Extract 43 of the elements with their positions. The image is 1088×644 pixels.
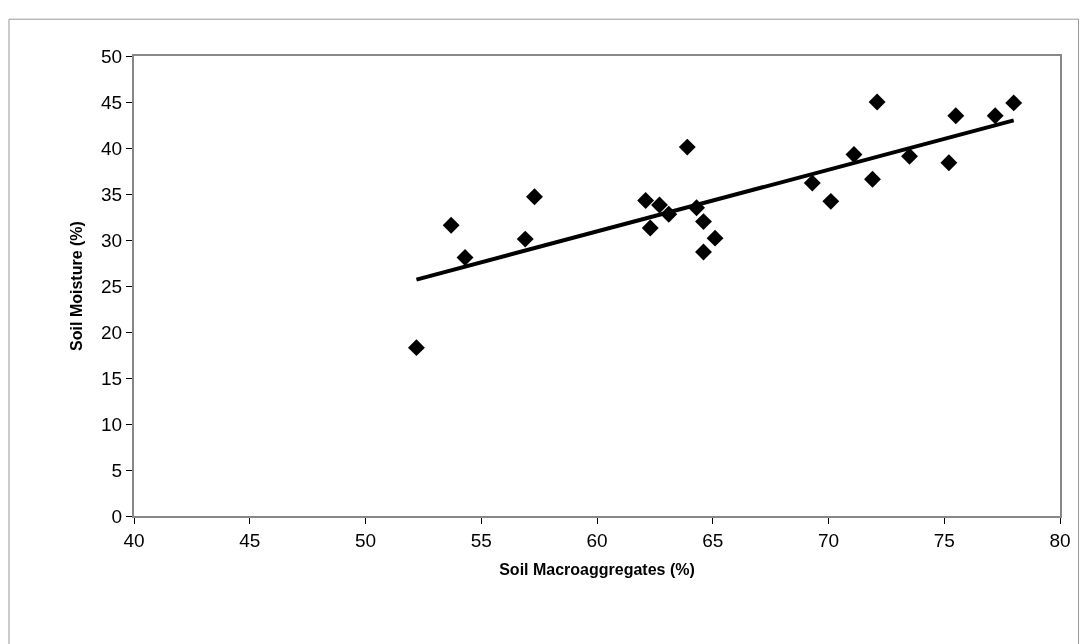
y-axis-title: Soil Moisture (%) [68, 221, 86, 351]
point [637, 191, 655, 209]
x-tick-label: 75 [933, 529, 955, 551]
point [641, 219, 659, 237]
x-tick-label: 80 [1049, 529, 1071, 551]
y-tick-label: 20 [101, 321, 123, 343]
point [947, 107, 965, 125]
x-tick-label: 55 [470, 529, 492, 551]
point [695, 243, 712, 261]
point [1005, 94, 1023, 112]
point [868, 93, 886, 111]
y-tick-label: 50 [101, 45, 123, 67]
x-tick-label: 60 [586, 529, 608, 551]
x-tick-label: 65 [702, 529, 724, 551]
point [803, 174, 821, 192]
point [516, 230, 534, 248]
x-tick-label: 45 [239, 529, 261, 551]
point [695, 213, 712, 231]
x-tick-label: 50 [354, 529, 377, 551]
y-tick-label: 5 [111, 459, 123, 481]
point [706, 229, 724, 247]
y-tick-label: 35 [101, 183, 123, 205]
point [845, 145, 863, 163]
point [864, 170, 881, 188]
point [986, 107, 1004, 125]
y-tick-label: 0 [111, 505, 123, 527]
y-tick-label: 40 [101, 137, 123, 159]
y-tick-label: 10 [101, 413, 123, 435]
point [940, 154, 958, 172]
point [678, 138, 696, 156]
y-tick-label: 45 [101, 91, 123, 113]
point [901, 147, 918, 165]
x-axis-title: Soil Macroaggregates (%) [499, 561, 695, 578]
point [651, 196, 668, 214]
y-tick-label: 25 [101, 275, 123, 297]
point [456, 249, 474, 266]
x-tick-label: 70 [817, 529, 840, 551]
point [526, 188, 543, 206]
point [442, 216, 460, 234]
point [822, 192, 840, 210]
y-tick-label: 30 [101, 229, 123, 251]
y-tick-label: 15 [101, 367, 123, 389]
point [407, 339, 425, 357]
